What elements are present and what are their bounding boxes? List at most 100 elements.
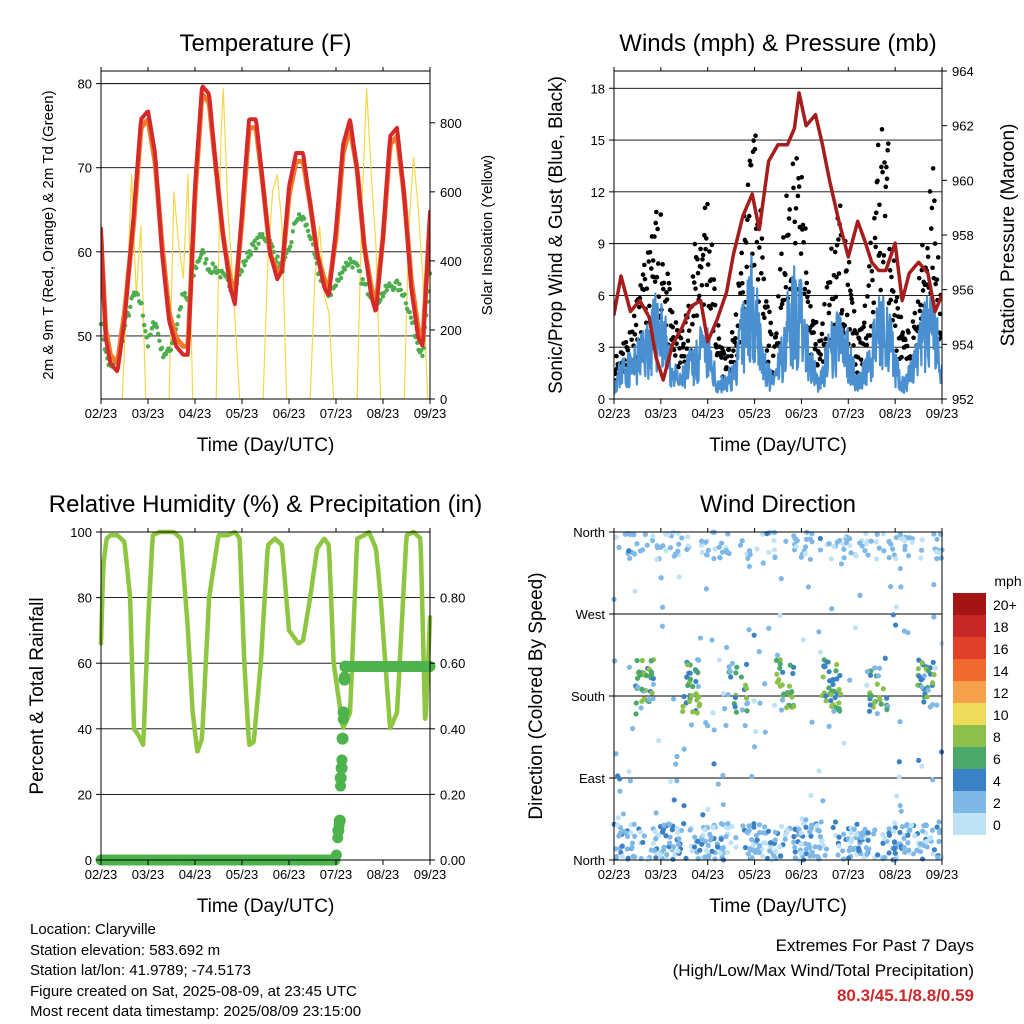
gust-point [867,264,872,269]
direction-point [737,542,744,548]
direction-point [632,833,638,839]
direction-point [893,534,899,541]
gust-point [875,142,881,148]
direction-point [659,604,666,610]
direction-point [723,834,729,840]
direction-point [930,659,936,665]
gust-point [761,276,767,282]
x-tick-label: 07/23 [832,406,865,421]
direction-point [644,542,650,548]
direction-point [924,844,930,850]
direction-point [765,828,772,834]
dewpoint-point [202,260,208,266]
direction-point [728,674,734,680]
direction-point [784,705,790,711]
direction-point [691,844,698,850]
colorbar-swatch [953,681,986,703]
direction-point [641,833,647,839]
dewpoint-point [392,285,397,291]
station-info: Location: Claryville Station elevation: … [30,920,361,1023]
direction-point [642,531,648,538]
gust-point [650,258,656,263]
direction-point [638,705,644,711]
direction-point [874,556,880,562]
direction-point [663,548,669,554]
direction-point [793,543,799,550]
direction-point [619,843,625,849]
gust-point [844,268,849,273]
colorbar-label: 20+ [993,597,1017,613]
direction-point [700,812,706,818]
direction-point [744,829,750,835]
direction-point [771,853,777,859]
direction-point [632,588,638,594]
gust-point [818,352,823,357]
direction-point [798,841,804,847]
direction-point [719,549,726,555]
x-tick-label: 05/23 [226,406,259,421]
gust-point [678,360,683,365]
gust-point [636,304,642,310]
x-tick-label: 03/23 [645,406,678,421]
gust-point [751,138,756,143]
direction-point [925,687,931,693]
colorbar-swatch [953,703,986,725]
dewpoint-point [304,222,309,227]
direction-point [774,671,780,677]
gust-point [746,213,752,219]
direction-point [675,548,681,554]
direction-point [856,848,862,854]
direction-point [648,658,654,664]
y2-tick-label: 954 [952,337,974,352]
colorbar-label: 4 [993,773,1001,789]
y-tick-label: 80 [78,591,92,606]
direction-point [746,627,752,633]
gust-point [842,323,847,328]
gust-point [873,244,878,250]
direction-point [657,544,664,550]
gust-point [620,351,626,357]
direction-point [617,788,623,794]
direction-point [707,831,713,838]
gust-point [833,294,839,300]
direction-point [912,833,918,839]
dewpoint-point [140,313,146,318]
direction-point [836,843,842,849]
gust-point [849,296,854,302]
gust-point [664,297,670,302]
direction-point [727,668,733,675]
gust-point [836,237,841,242]
direction-point [817,547,823,553]
direction-point [889,546,896,552]
colorbar-swatch [953,813,986,835]
direction-point [929,827,935,833]
direction-point [822,852,828,858]
direction-point [733,835,739,841]
extremes-values: 80.3/45.1/8.8/0.59 [836,986,974,1005]
direction-point [694,697,700,703]
gust-point [712,302,718,308]
direction-point [934,556,940,562]
direction-point [725,692,731,698]
gust-point [880,259,886,265]
x-tick-label: 02/23 [85,867,118,882]
gust-point [811,330,817,335]
gust-point [885,147,890,153]
direction-point [620,811,626,817]
direction-point [919,856,926,862]
direction-point [930,777,936,783]
direction-point [880,686,886,692]
gust-point [839,307,845,313]
dewpoint-point [350,265,355,270]
gust-point [818,338,824,343]
direction-point [696,703,702,709]
direction-point [777,665,783,671]
dewpoint-point [194,265,199,271]
gust-point [930,166,936,171]
direction-point [778,707,785,713]
direction-point [894,793,900,799]
gust-point [793,240,798,246]
colorbar-label: 16 [993,641,1009,657]
dewpoint-point [243,258,249,264]
dewpoint-point [403,301,409,306]
